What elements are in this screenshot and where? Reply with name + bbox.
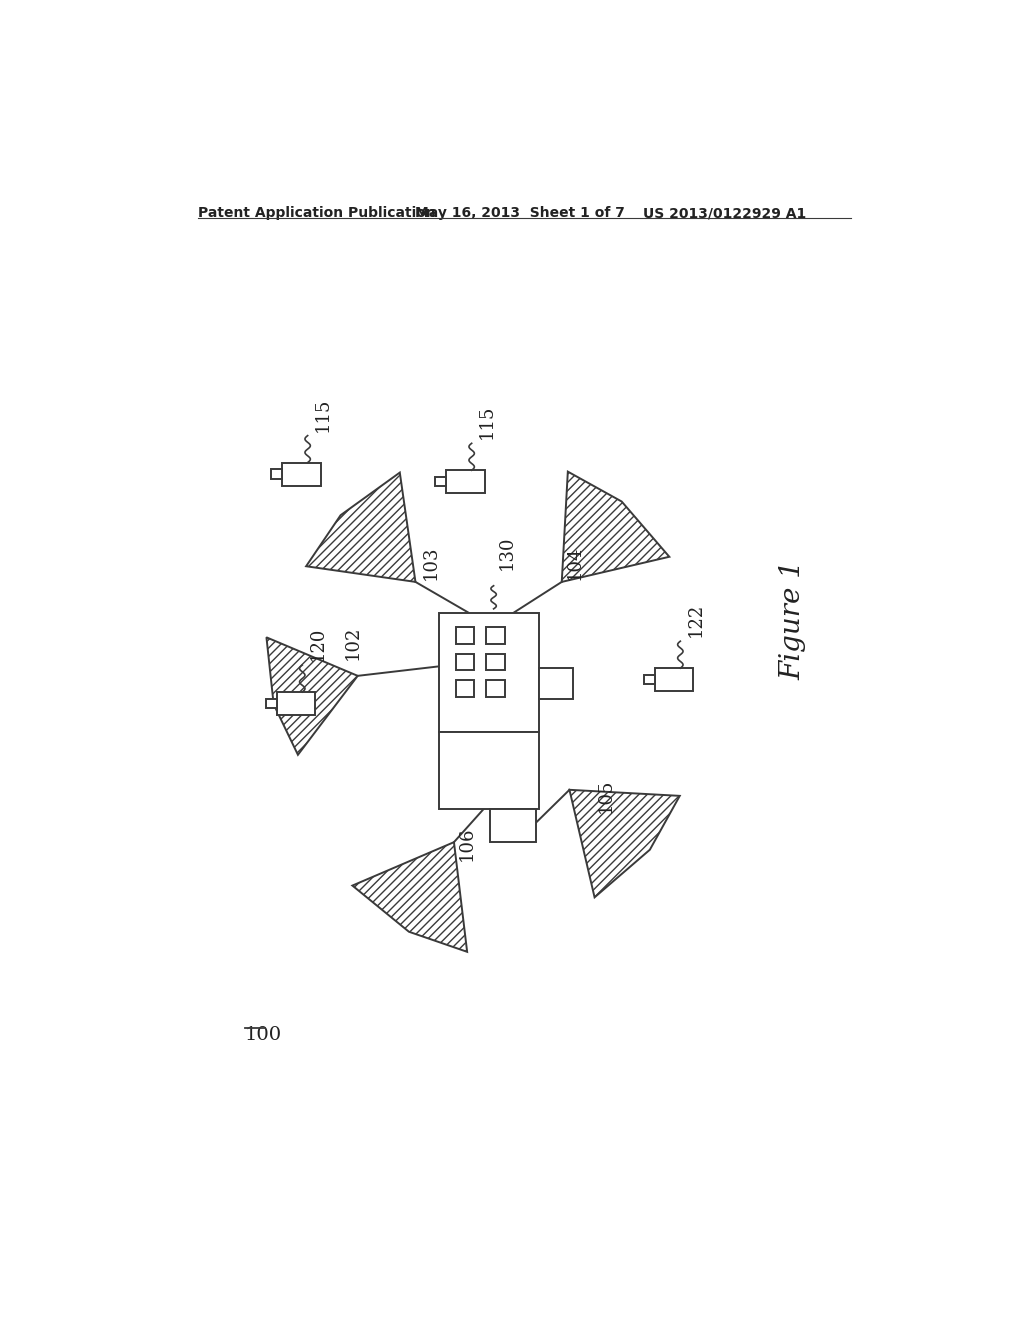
Text: 105: 105 [596,779,614,813]
Bar [271,470,283,479]
Text: 100: 100 [245,1026,282,1044]
Bar [490,809,537,842]
Text: May 16, 2013  Sheet 1 of 7: May 16, 2013 Sheet 1 of 7 [416,206,626,220]
Text: US 2013/0122929 A1: US 2013/0122929 A1 [643,206,806,220]
Text: 115: 115 [478,405,496,440]
Polygon shape [569,789,680,898]
Polygon shape [352,842,467,952]
Bar [283,462,321,486]
Polygon shape [562,471,670,582]
Text: 104: 104 [565,546,584,581]
Bar [446,470,484,494]
Bar [438,612,539,733]
Bar [456,627,474,644]
Bar [486,627,505,644]
Bar [276,692,315,715]
Bar [456,681,474,697]
Bar [456,653,474,671]
Bar [486,653,505,671]
Text: 115: 115 [313,397,332,432]
Text: 103: 103 [422,546,439,581]
Text: 122: 122 [686,603,705,638]
Text: 120: 120 [308,627,327,661]
Bar [266,700,276,708]
Text: Patent Application Publication: Patent Application Publication [199,206,436,220]
Text: 102: 102 [344,626,361,660]
Bar [655,668,693,692]
Polygon shape [266,638,357,755]
Text: 106: 106 [458,826,476,862]
Bar [539,668,573,700]
Text: Figure 1: Figure 1 [779,561,806,680]
Bar [644,675,655,684]
Text: 130: 130 [498,536,515,570]
Bar [486,681,505,697]
Bar [435,478,446,487]
Bar [438,733,539,809]
Polygon shape [306,473,416,582]
